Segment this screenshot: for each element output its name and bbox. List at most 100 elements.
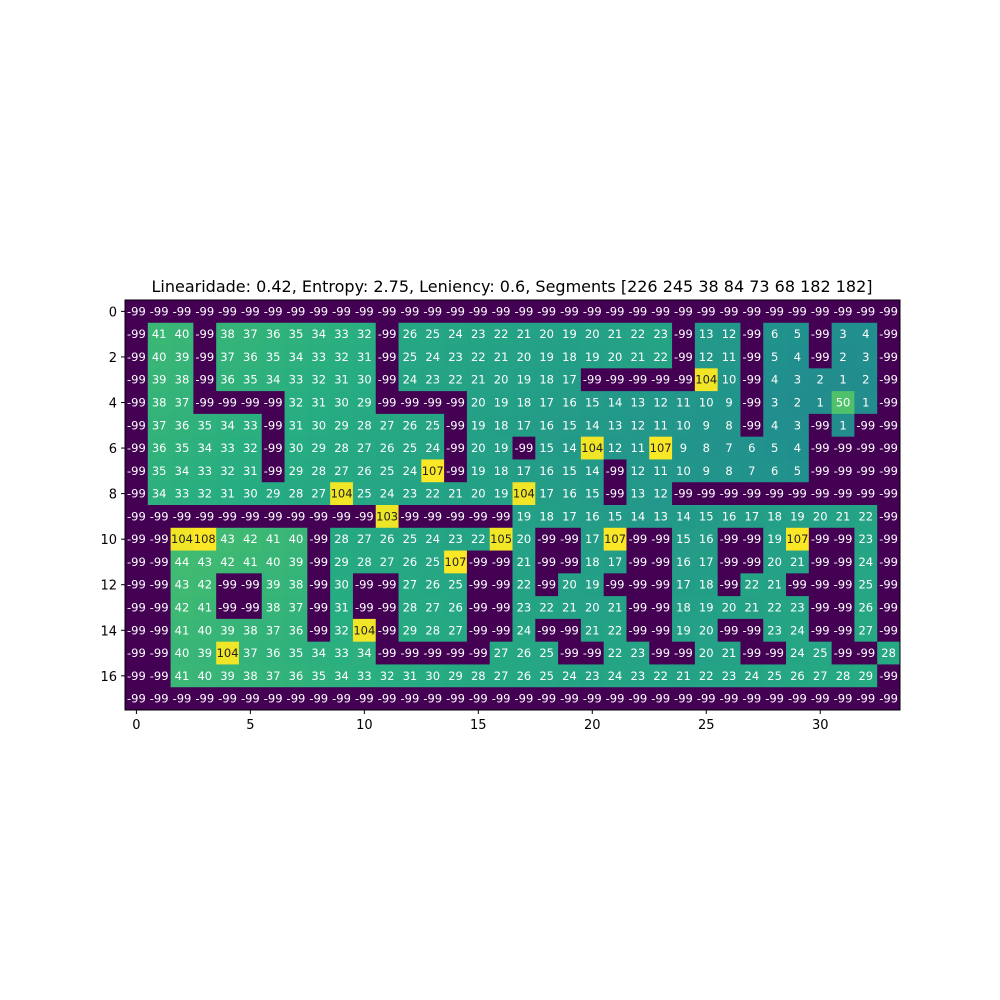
cell-value-label: 39: [152, 373, 167, 387]
cell-value-label: 34: [175, 464, 190, 478]
cell-value-label: 13: [699, 327, 714, 341]
heatmap-cell: [694, 618, 719, 643]
x-tick-label: 30: [812, 718, 829, 733]
cell-value-label: -99: [195, 373, 214, 387]
heatmap-cell: [421, 482, 445, 506]
cell-value-label: -99: [127, 373, 146, 387]
cell-value-label: -99: [674, 692, 693, 706]
heatmap-cell: [125, 550, 149, 574]
cell-value-label: -99: [378, 327, 397, 341]
heatmap-cell: [558, 300, 582, 324]
heatmap-cell: [307, 550, 331, 574]
cell-value-label: 19: [494, 396, 509, 410]
cell-value-label: -99: [127, 669, 146, 683]
heatmap-cell: [854, 413, 878, 438]
heatmap-cell: [375, 368, 399, 392]
heatmap-cell: [466, 687, 491, 711]
heatmap-cell: [535, 641, 559, 665]
cell-value-label: 24: [790, 646, 805, 660]
cell-value-label: -99: [606, 578, 625, 592]
heatmap-cell: [261, 664, 285, 688]
heatmap-cell: [672, 345, 696, 369]
cell-value-label: 41: [243, 555, 258, 569]
cell-value-label: 38: [175, 373, 190, 387]
cell-value-label: 24: [745, 669, 760, 683]
heatmap-cell: [307, 459, 331, 483]
heatmap-cell: [877, 345, 901, 369]
cell-value-label: 37: [243, 646, 258, 660]
x-tick-label: 0: [132, 718, 140, 733]
heatmap-cell: [603, 664, 627, 688]
cell-value-label: -99: [811, 601, 830, 615]
cell-value-label: -99: [173, 304, 192, 318]
cell-value-label: -99: [127, 646, 146, 660]
cell-value-label: 39: [220, 623, 235, 637]
cell-value-label: 20: [585, 327, 600, 341]
heatmap-cell: [238, 550, 263, 574]
heatmap-cell: [512, 322, 536, 346]
heatmap-cell: [284, 436, 308, 460]
cell-value-label: 4: [862, 327, 869, 341]
heatmap-cell: [170, 459, 194, 483]
heatmap-cell: [854, 300, 878, 324]
cell-value-label: -99: [811, 327, 830, 341]
cell-value-label: 12: [722, 327, 737, 341]
cell-value-label: 11: [722, 350, 737, 364]
heatmap-cell: [831, 641, 855, 665]
cell-value-label: 32: [334, 350, 349, 364]
heatmap-cell: [466, 618, 491, 643]
heatmap-cell: [694, 550, 719, 574]
cell-value-label: 34: [357, 646, 372, 660]
heatmap-cell: [558, 413, 582, 438]
cell-value-label: 107: [445, 555, 467, 569]
cell-value-label: 35: [175, 441, 190, 455]
cell-value-label: -99: [834, 487, 853, 501]
heatmap-cell: [740, 618, 764, 643]
cell-value-label: -99: [697, 304, 716, 318]
cell-value-label: 21: [722, 646, 737, 660]
cell-value-label: -99: [560, 555, 579, 569]
heatmap-cell: [375, 664, 399, 688]
cell-value-label: -99: [742, 692, 761, 706]
cell-value-label: -99: [150, 509, 169, 523]
heatmap-cell: [375, 573, 399, 597]
heatmap-cell: [626, 641, 650, 665]
cell-value-label: -99: [127, 464, 146, 478]
cell-value-label: -99: [469, 555, 488, 569]
cell-value-label: -99: [834, 692, 853, 706]
cell-value-label: 3: [862, 350, 869, 364]
cell-value-label: 35: [197, 418, 212, 432]
heatmap-cell: [672, 391, 696, 415]
heatmap-cell: [284, 687, 308, 711]
cell-value-label: 29: [266, 487, 281, 501]
heatmap-cell: [147, 641, 171, 665]
cell-value-label: 7: [725, 441, 732, 455]
heatmap-cell: [125, 573, 149, 597]
cell-value-label: 19: [471, 418, 486, 432]
heatmap-cell: [808, 664, 833, 688]
cell-value-label: -99: [651, 692, 670, 706]
heatmap-cell: [831, 345, 855, 369]
cell-value-label: 29: [403, 623, 418, 637]
heatmap-cell: [421, 436, 445, 460]
heatmap-cell: [238, 573, 263, 597]
heatmap-cell: [398, 641, 422, 665]
cell-value-label: -99: [332, 509, 351, 523]
heatmap-cell: [170, 391, 194, 415]
cell-value-label: -99: [811, 532, 830, 546]
cell-value-label: 17: [676, 578, 691, 592]
cell-value-label: 16: [585, 509, 600, 523]
cell-value-label: 18: [539, 509, 554, 523]
cell-value-label: -99: [834, 578, 853, 592]
cell-value-label: -99: [811, 304, 830, 318]
heatmap-cell: [238, 322, 263, 346]
heatmap-cell: [238, 687, 263, 711]
cell-value-label: 27: [380, 418, 395, 432]
cell-value-label: 42: [197, 578, 212, 592]
cell-value-label: 39: [197, 646, 212, 660]
heatmap-cell: [626, 391, 650, 415]
heatmap-cell: [352, 550, 377, 574]
heatmap-cell: [717, 459, 741, 483]
heatmap-cell: [831, 527, 855, 551]
cell-value-label: 25: [539, 669, 554, 683]
